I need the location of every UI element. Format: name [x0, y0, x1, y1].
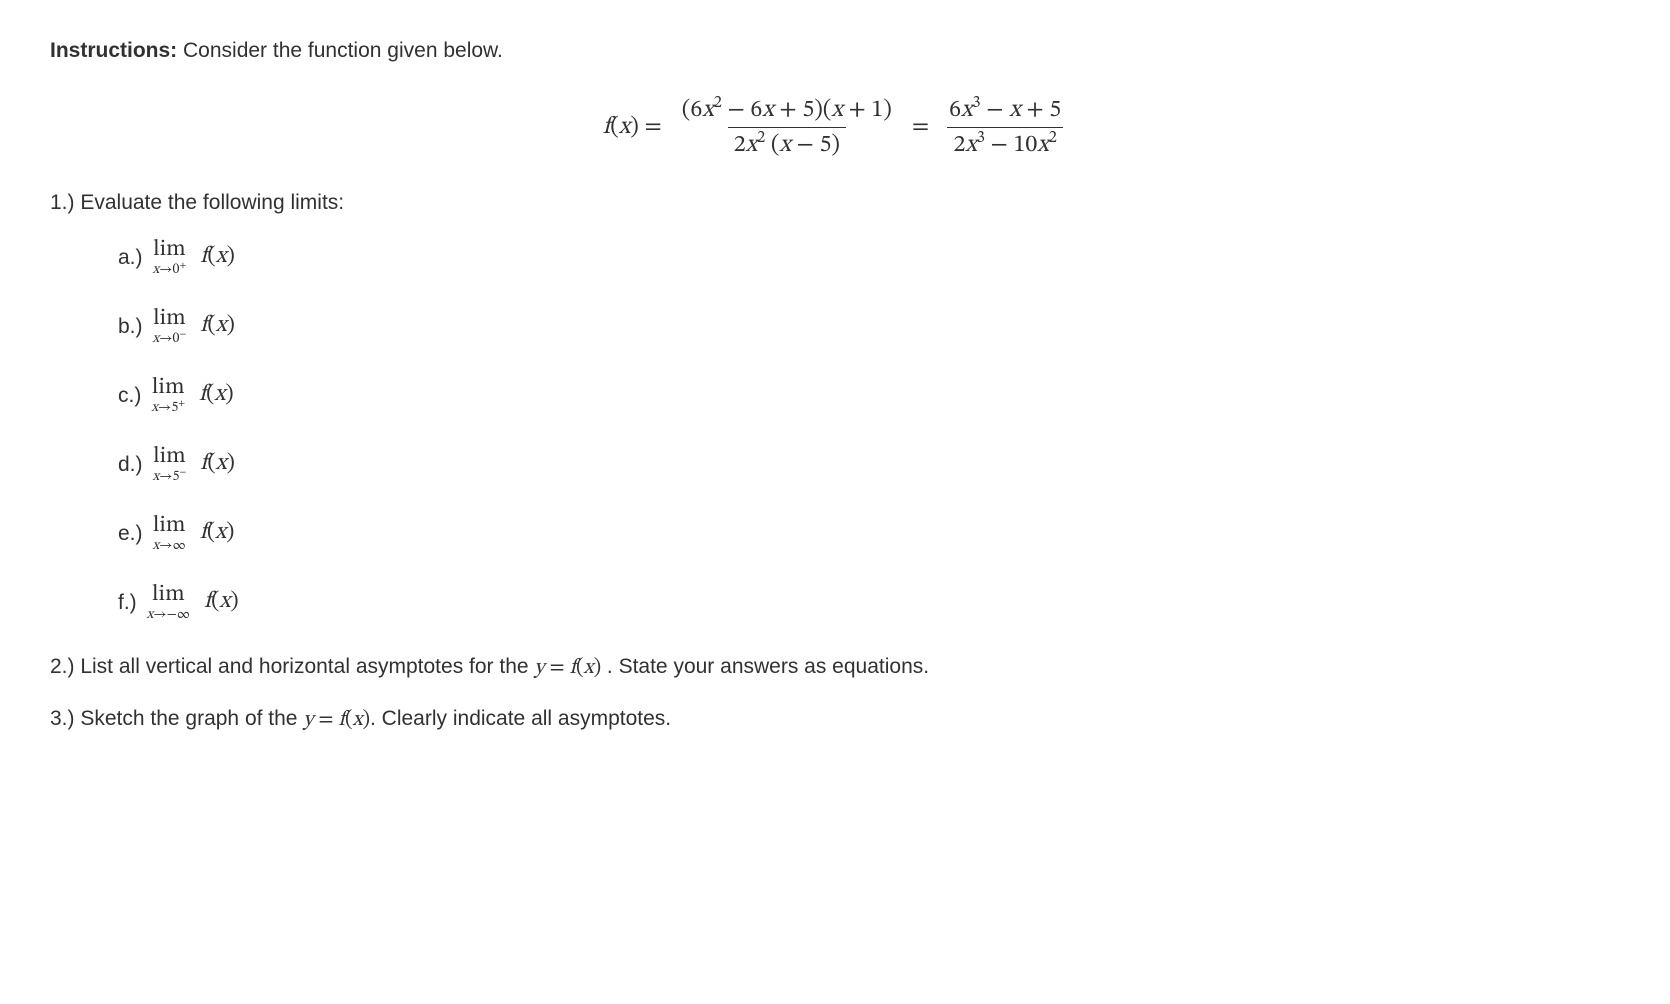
- limit-expression: f(x): [200, 448, 235, 480]
- formula-fraction-2: 6x3 − x + 5 2x3 − 10x2: [943, 95, 1067, 160]
- question-2: 2.) List all vertical and horizontal asy…: [50, 652, 1620, 682]
- limit-expression: f(x): [200, 310, 235, 342]
- limit-item: c.) limx→5+ f(x): [118, 376, 1620, 415]
- limits-list: a.) limx→0+ f(x) b.) limx→0− f(x) c.) limx→5+ f(…: [118, 238, 1620, 622]
- instructions-label: Instructions:: [50, 39, 177, 62]
- limit-label: c.): [118, 381, 141, 410]
- formula-lhs: f(x) =: [603, 111, 662, 145]
- limit-operator: limx→5−: [153, 445, 187, 484]
- question-1: 1.) Evaluate the following limits:: [50, 188, 1620, 217]
- limit-item: b.) limx→0− f(x): [118, 307, 1620, 346]
- limit-item: a.) limx→0+ f(x): [118, 238, 1620, 277]
- formula-fraction-1: (6x2 − 6x + 5)(x + 1) 2x2 (x − 5): [676, 95, 898, 160]
- instructions-text: Consider the function given below.: [177, 39, 503, 62]
- limit-expression: f(x): [204, 586, 239, 618]
- question-3: 3.) Sketch the graph of the y = f(x). Cl…: [50, 704, 1620, 734]
- function-definition: f(x) = (6x2 − 6x + 5)(x + 1) 2x2 (x − 5)…: [50, 95, 1620, 160]
- limit-operator: limx→0+: [153, 238, 187, 277]
- instructions-line: Instructions: Consider the function give…: [50, 36, 1620, 65]
- limit-expression: f(x): [200, 517, 235, 549]
- limit-item: e.) limx→∞ f(x): [118, 514, 1620, 553]
- limit-label: b.): [118, 312, 143, 341]
- limit-item: d.) limx→5− f(x): [118, 445, 1620, 484]
- limit-label: f.): [118, 588, 137, 617]
- limit-label: d.): [118, 450, 143, 479]
- limit-operator: limx→∞: [153, 514, 186, 553]
- limit-operator: limx→5+: [151, 376, 185, 415]
- limit-item: f.) limx→−∞ f(x): [118, 583, 1620, 622]
- limit-label: e.): [118, 519, 143, 548]
- limit-operator: limx→−∞: [147, 583, 190, 622]
- limit-operator: limx→0−: [153, 307, 187, 346]
- formula-equals: =: [912, 111, 929, 145]
- limit-expression: f(x): [199, 379, 234, 411]
- limit-label: a.): [118, 243, 143, 272]
- limit-expression: f(x): [200, 241, 235, 273]
